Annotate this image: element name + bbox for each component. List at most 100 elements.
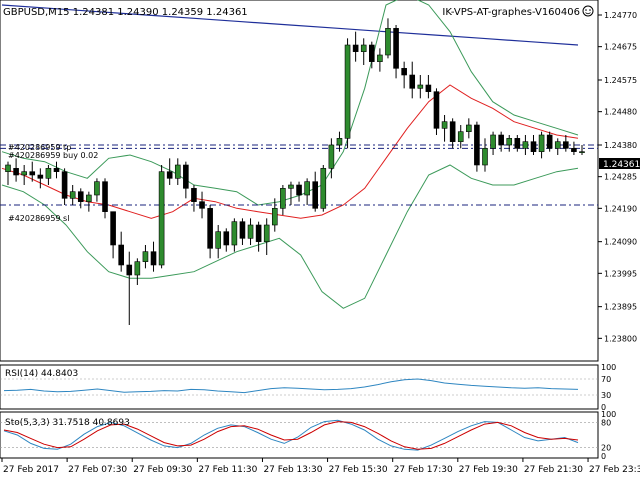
candle[interactable] — [312, 171, 319, 212]
candle[interactable] — [457, 125, 464, 149]
candle-body — [441, 121, 448, 129]
candle[interactable] — [223, 228, 230, 252]
candle[interactable] — [158, 165, 165, 269]
candle[interactable] — [150, 241, 157, 272]
candle[interactable] — [546, 131, 553, 152]
candle[interactable] — [215, 225, 221, 259]
candle[interactable] — [344, 38, 351, 149]
candle[interactable] — [490, 131, 496, 155]
candle[interactable] — [191, 185, 197, 212]
price-tick-label: 1.24770 — [604, 11, 637, 20]
candle[interactable] — [239, 218, 246, 245]
candle-body — [118, 244, 124, 266]
candle[interactable] — [86, 191, 92, 212]
candle[interactable] — [77, 188, 84, 209]
candlestick-series[interactable] — [5, 18, 585, 325]
candle-body — [312, 181, 319, 209]
candle[interactable] — [288, 181, 294, 205]
candle[interactable] — [61, 168, 68, 205]
rsi-tick-label: 100 — [601, 363, 616, 372]
candle[interactable] — [538, 131, 545, 159]
candle-body — [191, 188, 197, 202]
candle[interactable] — [441, 115, 448, 142]
time-tick-label: 27 Feb 07:30 — [68, 465, 127, 475]
candle[interactable] — [255, 221, 262, 252]
candle[interactable] — [393, 25, 399, 79]
candle[interactable] — [352, 31, 359, 62]
candle[interactable] — [563, 135, 569, 152]
candle[interactable] — [554, 138, 561, 155]
candle[interactable] — [134, 258, 141, 285]
candle-body — [466, 124, 472, 132]
candle-body — [328, 144, 335, 169]
candle[interactable] — [263, 218, 270, 255]
candle[interactable] — [13, 158, 19, 182]
candle-body — [142, 251, 149, 262]
candle[interactable] — [433, 88, 440, 135]
candle[interactable] — [21, 165, 27, 185]
rsi-panel[interactable] — [0, 364, 599, 410]
candle[interactable] — [377, 48, 383, 72]
candle[interactable] — [304, 178, 310, 205]
candle[interactable] — [522, 135, 529, 155]
candle[interactable] — [69, 185, 76, 205]
stochastic-panel[interactable] — [0, 411, 599, 459]
candle[interactable] — [142, 245, 149, 269]
candle-body — [522, 141, 529, 149]
candle[interactable] — [183, 161, 189, 199]
candle[interactable] — [425, 75, 432, 99]
candle[interactable] — [409, 61, 416, 99]
candle-body — [126, 264, 133, 276]
candle[interactable] — [45, 165, 52, 185]
candle[interactable] — [110, 211, 116, 259]
price-tick-label: 1.24575 — [604, 76, 637, 85]
candle[interactable] — [53, 161, 60, 179]
candle[interactable] — [231, 218, 238, 252]
candle[interactable] — [466, 118, 472, 139]
candle-body — [102, 181, 108, 212]
stochastic-signal-line — [3, 421, 579, 450]
main-price-panel[interactable] — [0, 0, 599, 362]
candle[interactable] — [514, 135, 521, 152]
candle[interactable] — [29, 161, 36, 182]
candle[interactable] — [385, 18, 391, 59]
candle[interactable] — [336, 131, 343, 152]
candle-body — [530, 141, 537, 152]
candle-body — [457, 131, 464, 142]
candle[interactable] — [174, 158, 181, 185]
candle-body — [571, 148, 577, 152]
candle[interactable] — [474, 121, 480, 172]
candle[interactable] — [506, 135, 513, 152]
candle-body — [417, 84, 424, 89]
candle[interactable] — [449, 118, 456, 149]
candle[interactable] — [5, 161, 11, 185]
candle[interactable] — [296, 181, 302, 202]
candle[interactable] — [579, 145, 585, 155]
candle[interactable] — [360, 38, 367, 65]
candle[interactable] — [482, 138, 488, 172]
candle[interactable] — [118, 231, 124, 272]
candle[interactable] — [328, 138, 335, 179]
candle-body — [61, 171, 68, 199]
candle[interactable] — [417, 75, 424, 99]
candle[interactable] — [498, 131, 504, 152]
candle[interactable] — [126, 251, 133, 325]
stochastic-tick-label: 20 — [601, 444, 611, 453]
candle[interactable] — [37, 168, 44, 189]
order-lines[interactable] — [0, 144, 598, 206]
candle[interactable] — [320, 165, 327, 212]
candle[interactable] — [102, 178, 108, 219]
candle[interactable] — [207, 205, 213, 259]
candle[interactable] — [401, 61, 407, 89]
candle[interactable] — [271, 198, 278, 232]
candle[interactable] — [571, 141, 577, 155]
candle[interactable] — [530, 135, 537, 155]
candle[interactable] — [199, 191, 205, 219]
candle[interactable] — [247, 218, 254, 245]
candle[interactable] — [280, 185, 286, 215]
candle[interactable] — [94, 178, 100, 202]
candle[interactable] — [166, 158, 173, 185]
chart-header-product: IK-VPS-AT-graphes-V160406 — [442, 7, 580, 18]
candle[interactable] — [369, 41, 375, 69]
